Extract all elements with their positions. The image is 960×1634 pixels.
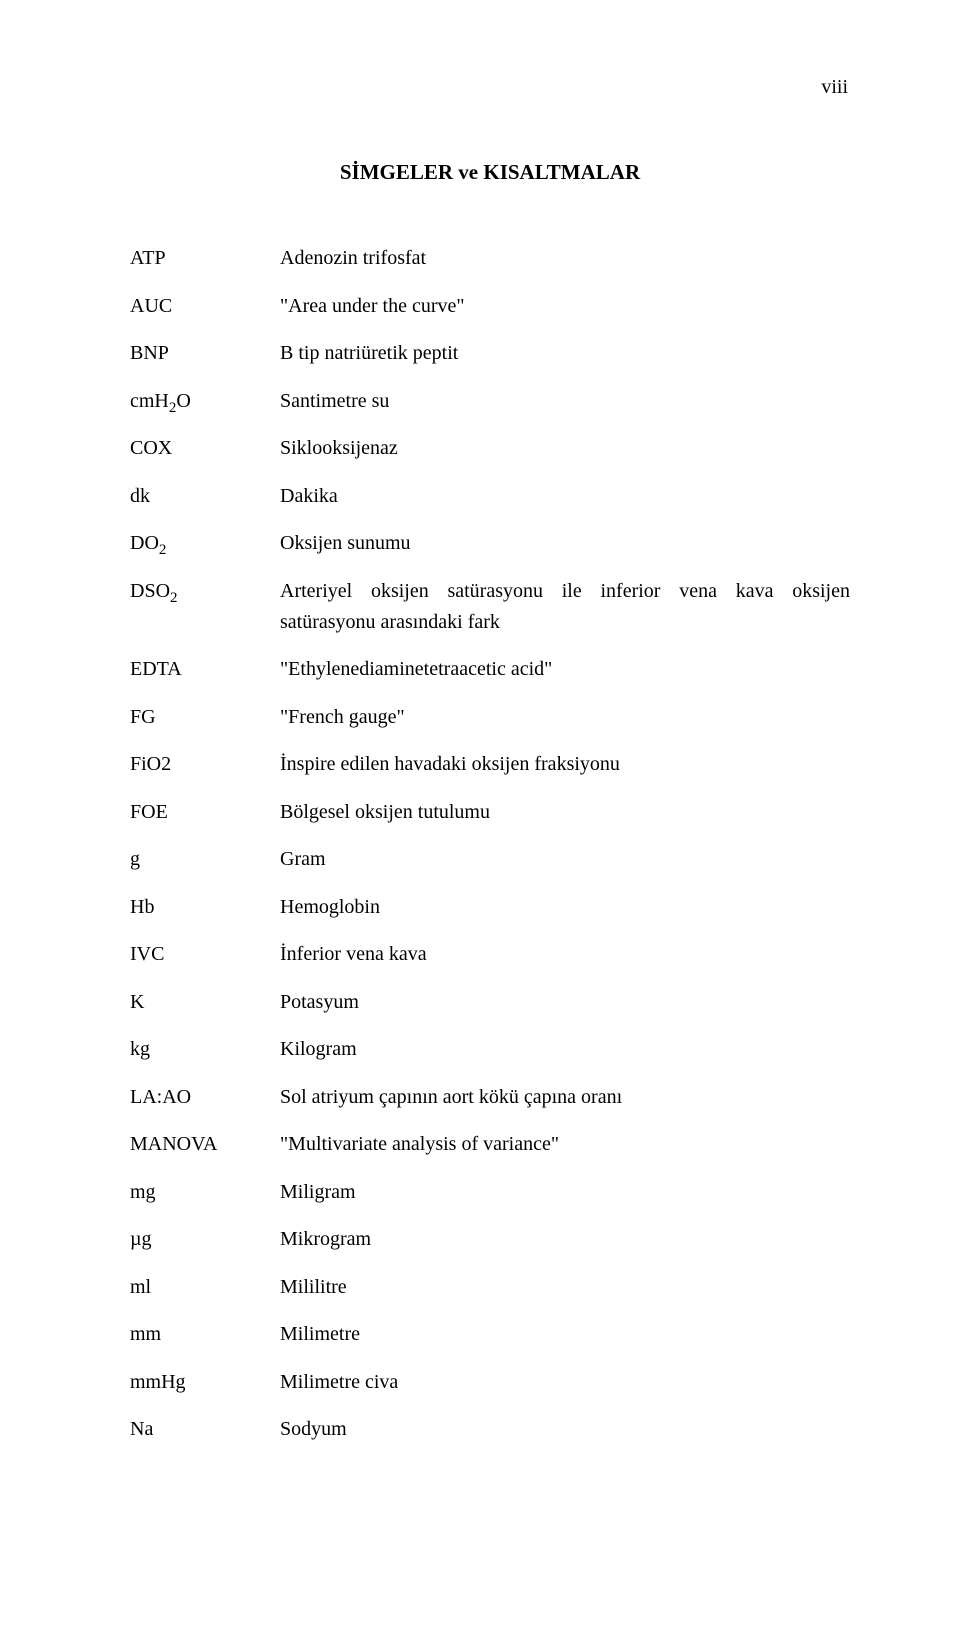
definition: Miligram: [280, 1177, 850, 1225]
definition: Mikrogram: [280, 1224, 850, 1272]
abbreviation: g: [130, 844, 280, 892]
abbreviation: mm: [130, 1319, 280, 1367]
definition: "Ethylenediaminetetraacetic acid": [280, 654, 850, 702]
table-row: EDTA"Ethylenediaminetetraacetic acid": [130, 654, 850, 702]
abbreviation: LA:AO: [130, 1082, 280, 1130]
table-row: COXSiklooksijenaz: [130, 433, 850, 481]
definition: Adenozin trifosfat: [280, 243, 850, 291]
abbreviation: kg: [130, 1034, 280, 1082]
definition: Dakika: [280, 481, 850, 529]
definition: Potasyum: [280, 987, 850, 1035]
definition: Sol atriyum çapının aort kökü çapına ora…: [280, 1082, 850, 1130]
abbreviation: Hb: [130, 892, 280, 940]
abbreviation: Na: [130, 1414, 280, 1462]
definition: Arteriyel oksijen satürasyonu ile inferi…: [280, 576, 850, 655]
abbreviation: MANOVA: [130, 1129, 280, 1177]
definition: İnspire edilen havadaki oksijen fraksiyo…: [280, 749, 850, 797]
definition: B tip natriüretik peptit: [280, 338, 850, 386]
abbreviation: DO2: [130, 528, 280, 576]
abbreviation: FiO2: [130, 749, 280, 797]
abbreviation: COX: [130, 433, 280, 481]
definition: İnferior vena kava: [280, 939, 850, 987]
definition: Milimetre: [280, 1319, 850, 1367]
table-row: mmHgMilimetre civa: [130, 1367, 850, 1415]
abbreviation: BNP: [130, 338, 280, 386]
table-row: ATPAdenozin trifosfat: [130, 243, 850, 291]
table-row: FG"French gauge": [130, 702, 850, 750]
definition: Oksijen sunumu: [280, 528, 850, 576]
abbreviation: FG: [130, 702, 280, 750]
table-row: BNPB tip natriüretik peptit: [130, 338, 850, 386]
table-row: NaSodyum: [130, 1414, 850, 1462]
table-row: cmH2OSantimetre su: [130, 386, 850, 434]
table-row: mgMiligram: [130, 1177, 850, 1225]
definition: "Area under the curve": [280, 291, 850, 339]
abbreviation: mmHg: [130, 1367, 280, 1415]
definition: Milimetre civa: [280, 1367, 850, 1415]
abbreviation: dk: [130, 481, 280, 529]
table-row: HbHemoglobin: [130, 892, 850, 940]
definition: Santimetre su: [280, 386, 850, 434]
table-row: LA:AOSol atriyum çapının aort kökü çapın…: [130, 1082, 850, 1130]
abbreviation: µg: [130, 1224, 280, 1272]
page-title: SİMGELER ve KISALTMALAR: [130, 160, 850, 185]
table-row: mmMilimetre: [130, 1319, 850, 1367]
definition: "French gauge": [280, 702, 850, 750]
abbreviation: ATP: [130, 243, 280, 291]
abbreviation: EDTA: [130, 654, 280, 702]
abbreviation: ml: [130, 1272, 280, 1320]
table-row: FiO2İnspire edilen havadaki oksijen frak…: [130, 749, 850, 797]
table-row: gGram: [130, 844, 850, 892]
page-number: viii: [821, 76, 848, 99]
table-row: KPotasyum: [130, 987, 850, 1035]
abbreviation: IVC: [130, 939, 280, 987]
table-row: DO2Oksijen sunumu: [130, 528, 850, 576]
definition: Sodyum: [280, 1414, 850, 1462]
table-row: µgMikrogram: [130, 1224, 850, 1272]
table-row: DSO2Arteriyel oksijen satürasyonu ile in…: [130, 576, 850, 655]
definition: Gram: [280, 844, 850, 892]
table-row: kgKilogram: [130, 1034, 850, 1082]
table-row: FOEBölgesel oksijen tutulumu: [130, 797, 850, 845]
definition: "Multivariate analysis of variance": [280, 1129, 850, 1177]
abbreviation: mg: [130, 1177, 280, 1225]
definition: Hemoglobin: [280, 892, 850, 940]
abbreviation: cmH2O: [130, 386, 280, 434]
abbreviations-table: ATPAdenozin trifosfatAUC"Area under the …: [130, 243, 850, 1462]
abbreviation: K: [130, 987, 280, 1035]
definition: Bölgesel oksijen tutulumu: [280, 797, 850, 845]
table-row: MANOVA"Multivariate analysis of variance…: [130, 1129, 850, 1177]
table-row: dkDakika: [130, 481, 850, 529]
abbreviation: DSO2: [130, 576, 280, 655]
table-row: AUC"Area under the curve": [130, 291, 850, 339]
abbreviation: AUC: [130, 291, 280, 339]
table-row: mlMililitre: [130, 1272, 850, 1320]
definition: Mililitre: [280, 1272, 850, 1320]
definition: Siklooksijenaz: [280, 433, 850, 481]
table-row: IVCİnferior vena kava: [130, 939, 850, 987]
definition: Kilogram: [280, 1034, 850, 1082]
abbreviation: FOE: [130, 797, 280, 845]
